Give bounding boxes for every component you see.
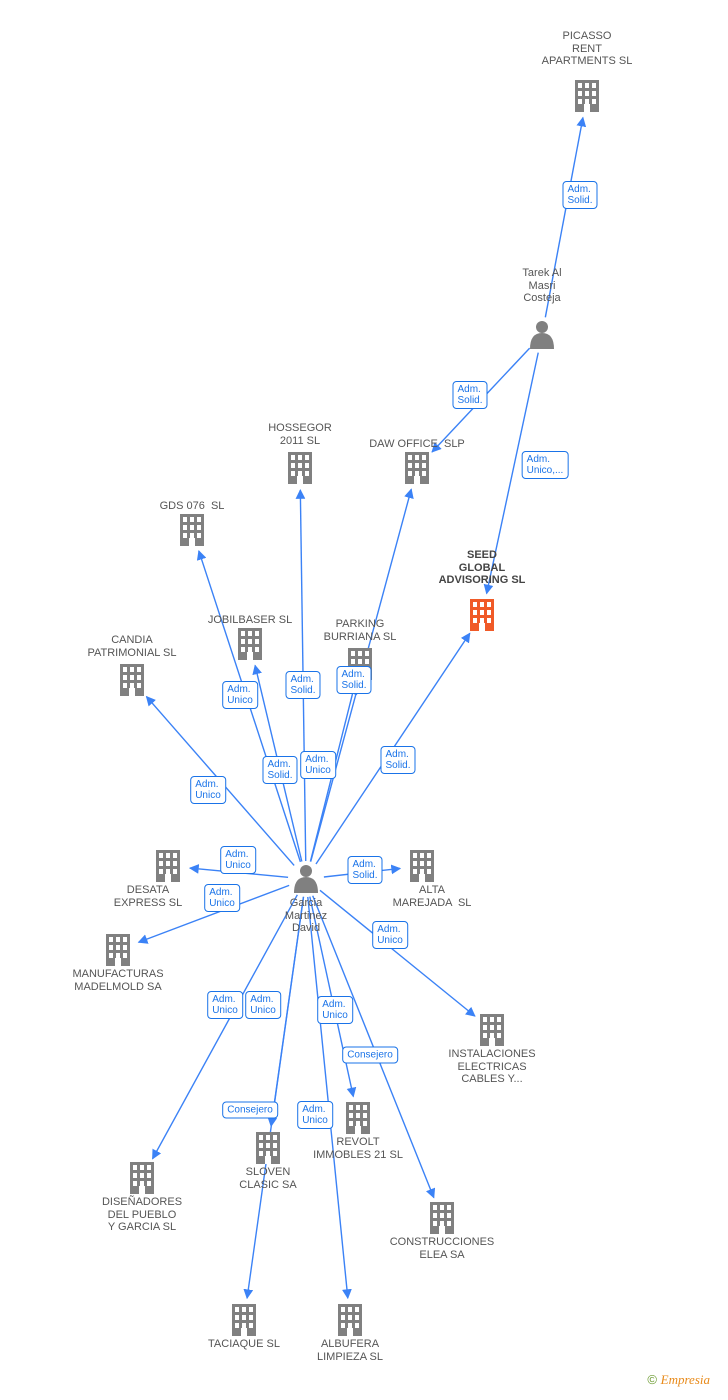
node-label: INSTALACIONES ELECTRICAS CABLES Y... [448, 1048, 535, 1086]
building-icon[interactable] [130, 1162, 154, 1194]
building-icon[interactable] [180, 514, 204, 546]
edge-label: Adm. Solid. [336, 666, 371, 694]
node-label: REVOLT IMMOBLES 21 SL [313, 1136, 403, 1161]
brand-name: Empresia [661, 1372, 710, 1387]
edge-label: Adm. Solid. [285, 671, 320, 699]
edge-label: Adm. Unico [222, 681, 258, 709]
building-icon[interactable] [106, 934, 130, 966]
edge-label: Adm. Unico [317, 996, 353, 1024]
copyright-symbol: © [647, 1372, 657, 1387]
building-icon[interactable] [238, 628, 262, 660]
building-icon[interactable] [256, 1132, 280, 1164]
edge-label: Adm. Unico [372, 921, 408, 949]
edge-label: Adm. Unico [204, 884, 240, 912]
building-icon[interactable] [120, 664, 144, 696]
node-label: Tarek Al Masri Costeja [522, 267, 561, 305]
network-canvas [0, 0, 728, 1400]
node-label: GDS 076 SL [160, 500, 225, 513]
building-icon[interactable] [156, 850, 180, 882]
edge-label: Adm. Unico [300, 751, 336, 779]
node-label: PARKING BURRIANA SL [324, 618, 397, 643]
node-label: DISEÑADORES DEL PUEBLO Y GARCIA SL [102, 1196, 182, 1234]
node-label: ALTA MAREJADA SL [393, 884, 472, 909]
person-icon[interactable] [530, 321, 554, 349]
building-icon[interactable] [346, 1102, 370, 1134]
edge-label: Adm. Unico [190, 776, 226, 804]
edge-label: Adm. Solid. [452, 381, 487, 409]
node-label: CANDIA PATRIMONIAL SL [87, 634, 176, 659]
node-label: MANUFACTURAS MADELMOLD SA [72, 968, 163, 993]
building-icon[interactable] [480, 1014, 504, 1046]
edge-label: Adm. Unico [207, 991, 243, 1019]
node-label: Garcia Martinez David [285, 897, 327, 935]
person-icon[interactable] [294, 865, 318, 893]
building-icon[interactable] [288, 452, 312, 484]
node-label: PICASSO RENT APARTMENTS SL [542, 30, 633, 68]
edge-label: Adm. Unico [297, 1101, 333, 1129]
edge-label: Adm. Solid. [380, 746, 415, 774]
building-icon[interactable] [405, 452, 429, 484]
building-icon[interactable] [338, 1304, 362, 1336]
node-label: DAW OFFICE SLP [369, 438, 465, 451]
edge-label: Adm. Unico [245, 991, 281, 1019]
edge-label: Consejero [342, 1047, 398, 1064]
node-label: CONSTRUCCIONES ELEA SA [390, 1236, 495, 1261]
node-label: SLOVEN CLASIC SA [239, 1166, 296, 1191]
node-label: JOBILBASER SL [208, 614, 292, 627]
edge [247, 897, 303, 1298]
building-icon[interactable] [430, 1202, 454, 1234]
building-icon[interactable] [410, 850, 434, 882]
edge-label: Adm. Solid. [347, 856, 382, 884]
edge-label: Adm. Unico,... [522, 451, 569, 479]
building-icon[interactable] [232, 1304, 256, 1336]
edge-label: Adm. Solid. [562, 181, 597, 209]
node-label: ALBUFERA LIMPIEZA SL [317, 1338, 383, 1363]
edge [153, 895, 298, 1159]
node-label: TACIAQUE SL [208, 1338, 280, 1351]
edge-label: Consejero [222, 1102, 278, 1119]
building-icon[interactable] [470, 599, 494, 631]
footer-credit: © Empresia [647, 1372, 710, 1388]
edge-label: Adm. Unico [220, 846, 256, 874]
building-icon[interactable] [575, 80, 599, 112]
node-label: DESATA EXPRESS SL [114, 884, 182, 909]
node-label: HOSSEGOR 2011 SL [268, 422, 332, 447]
edge [308, 897, 348, 1298]
edge-label: Adm. Solid. [262, 756, 297, 784]
node-label: SEED GLOBAL ADVISORING SL [439, 549, 526, 587]
